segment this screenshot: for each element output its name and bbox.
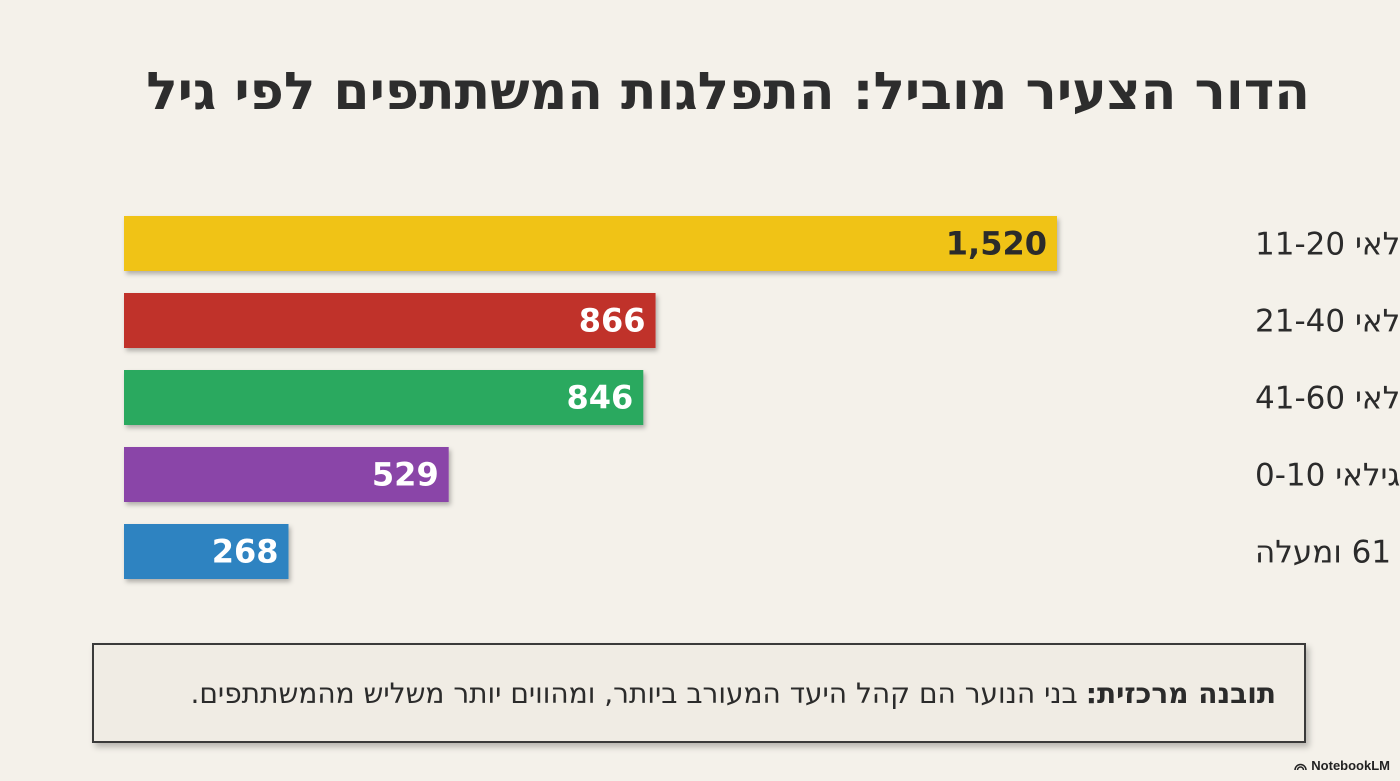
chart-title: הדור הצעיר מוביל: התפלגות המשתתפים לפי ג… [146, 62, 1310, 122]
bar-chart: 1,520 גילאי 11-20 866 גילאי 21-40 846 גילאי 4… [124, 216, 1400, 579]
bar-4 [124, 447, 449, 502]
bar-value-label-3: 846 [566, 379, 633, 417]
category-label-4: גילאי 0-10 [1255, 458, 1400, 494]
bar-3 [124, 370, 644, 425]
bar-value-label-5: 268 [212, 533, 279, 571]
bar-5 [124, 524, 289, 579]
watermark: NotebookLM [1294, 758, 1390, 773]
bars-group: 1,520 גילאי 11-20 866 גילאי 21-40 846 גילאי 4… [124, 216, 1400, 579]
insight-box: תובנה מרכזית: בני הנוער הם קהל היעד המעו… [92, 643, 1306, 743]
bar-2 [124, 293, 656, 348]
insight-lead: תובנה מרכזית: [1085, 676, 1276, 710]
watermark-label: NotebookLM [1311, 758, 1390, 773]
bar-value-label-2: 866 [579, 302, 646, 340]
category-label-5: גיל 61 ומעלה [1255, 535, 1400, 571]
category-label-2: גילאי 21-40 [1255, 304, 1400, 340]
category-label-3: גילאי 41-60 [1255, 381, 1400, 417]
insight-text: בני הנוער הם קהל היעד המעורב ביותר, ומהו… [190, 676, 1078, 710]
category-label-1: גילאי 11-20 [1255, 227, 1400, 263]
bar-value-label-4: 529 [372, 456, 439, 494]
notebooklm-logo-icon [1294, 763, 1308, 770]
bar-1 [124, 216, 1057, 271]
bar-value-label-1: 1,520 [946, 225, 1047, 263]
